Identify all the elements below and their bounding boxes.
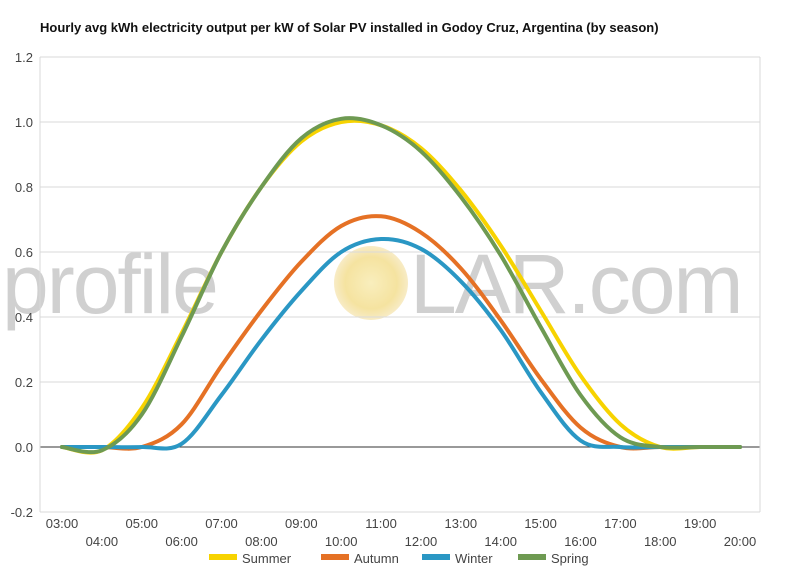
y-tick-label: 0.6 [15,245,33,260]
x-tick-label: 14:00 [484,534,517,549]
legend-label-summer: Summer [242,551,292,566]
y-tick-label: 1.0 [15,115,33,130]
legend-swatch-winter [422,554,450,560]
series-line-winter [60,236,742,451]
y-axis: -0.2 0.0 0.2 0.4 0.6 0.8 1.0 1.2 [11,50,33,520]
x-tick-label: 11:00 [365,516,397,531]
y-tick-label: 0.0 [15,440,33,455]
x-tick-label: 15:00 [524,516,557,531]
x-tick-label: 13:00 [445,516,478,531]
x-tick-label: 06:00 [165,534,198,549]
legend-label-winter: Winter [455,551,493,566]
watermark-text-left: profile [2,237,217,331]
x-axis: 03:00 04:00 05:00 06:00 07:00 08:00 09:00 10:00… [46,516,757,549]
series-lines [60,116,742,455]
y-tick-label: 0.2 [15,375,33,390]
y-tick-label: -0.2 [11,505,33,520]
x-tick-label: 03:00 [46,516,79,531]
y-tick-label: 0.4 [15,310,33,325]
series-line-spring [60,116,742,455]
x-tick-label: 19:00 [684,516,717,531]
x-tick-label: 05:00 [125,516,158,531]
x-tick-label: 20:00 [724,534,757,549]
y-tick-label: 1.2 [15,50,33,65]
x-tick-label: 12:00 [405,534,438,549]
watermark-sun-icon [334,246,408,320]
x-tick-label: 09:00 [285,516,318,531]
x-tick-label: 18:00 [644,534,677,549]
legend: Summer Autumn Winter Spring [209,551,589,566]
x-tick-label: 10:00 [325,534,358,549]
x-tick-label: 17:00 [604,516,637,531]
chart-title: Hourly avg kWh electricity output per kW… [40,20,659,35]
y-tick-label: 0.8 [15,180,33,195]
x-tick-label: 07:00 [205,516,238,531]
x-tick-label: 08:00 [245,534,278,549]
x-tick-label: 16:00 [564,534,597,549]
legend-label-spring: Spring [551,551,589,566]
legend-swatch-autumn [321,554,349,560]
legend-swatch-spring [518,554,546,560]
legend-label-autumn: Autumn [354,551,399,566]
legend-swatch-summer [209,554,237,560]
watermark: profile LAR.com [2,237,743,331]
x-tick-label: 04:00 [86,534,119,549]
